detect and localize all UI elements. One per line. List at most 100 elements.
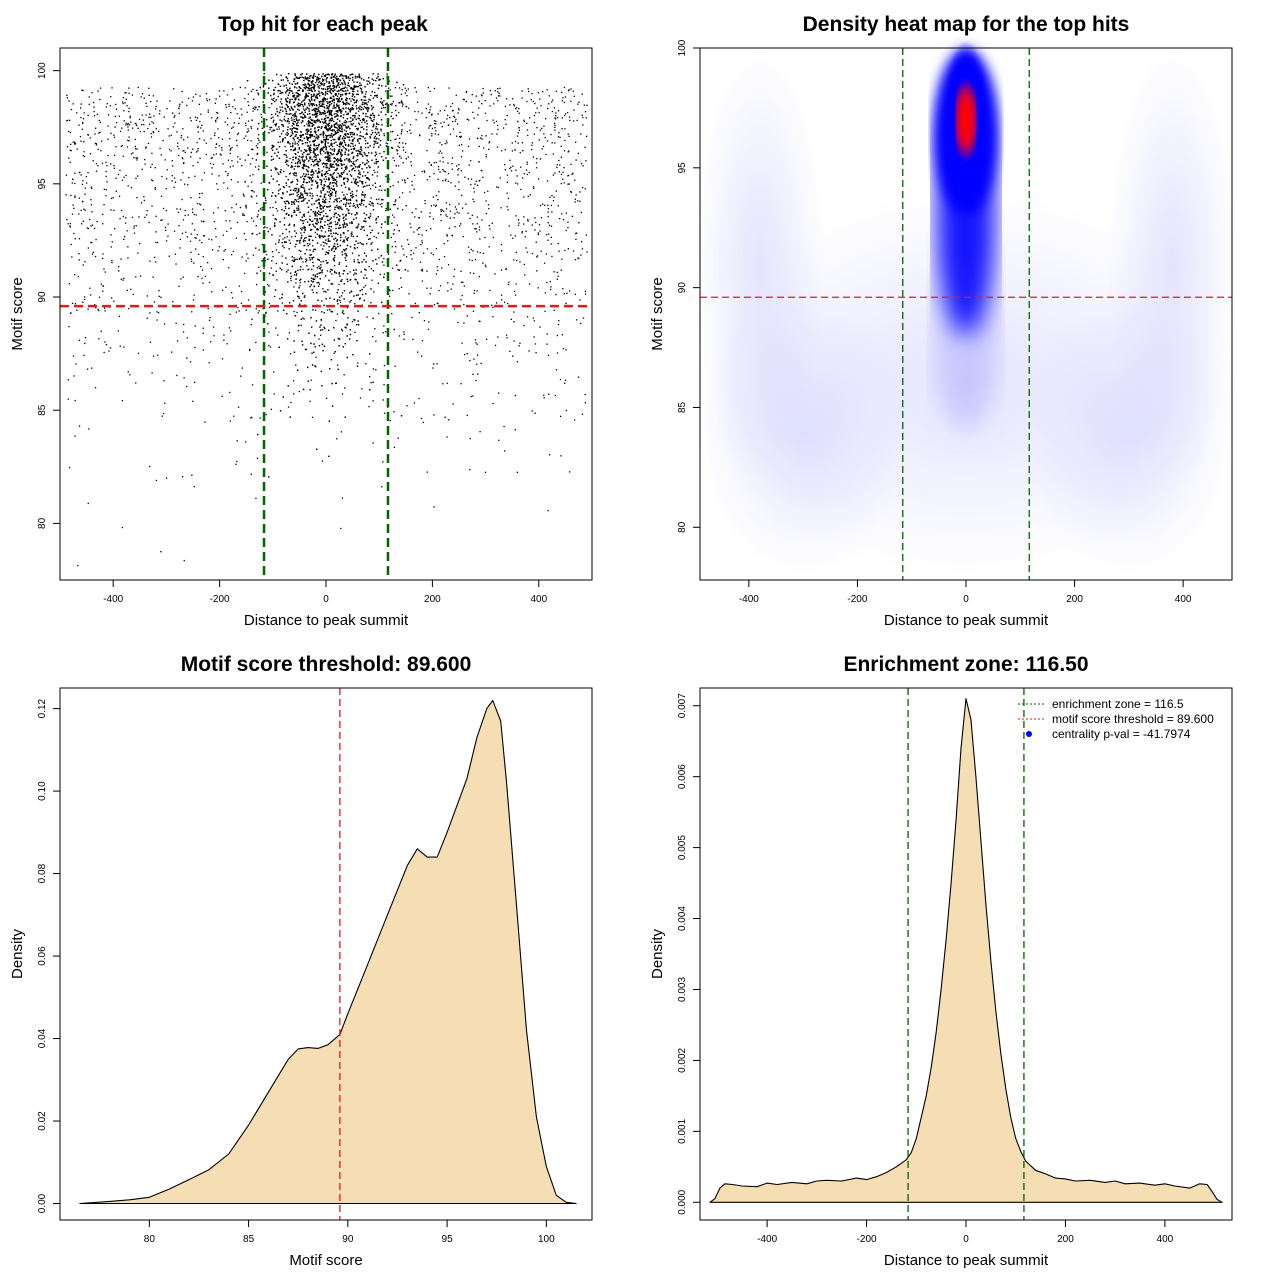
scatter-point <box>516 110 519 112</box>
scatter-point <box>139 130 141 133</box>
scatter-point <box>162 412 165 415</box>
scatter-point <box>584 393 586 396</box>
scatter-point <box>260 270 262 272</box>
scatter-point <box>74 195 76 197</box>
scatter-point <box>202 221 205 223</box>
scatter-point <box>279 141 281 143</box>
scatter-point <box>379 273 381 275</box>
scatter-point <box>354 272 356 274</box>
scatter-point <box>479 252 481 254</box>
scatter-point <box>429 216 431 218</box>
scatter-point <box>206 100 209 102</box>
scatter-point <box>376 171 379 173</box>
scatter-point <box>461 342 463 344</box>
scatter-point <box>243 232 245 235</box>
scatter-point <box>230 179 232 181</box>
scatter-point <box>435 161 437 164</box>
scatter-point <box>302 317 304 319</box>
scatter-point <box>145 102 147 104</box>
scatter-point <box>574 259 577 261</box>
scatter-point <box>232 126 234 128</box>
scatter-point <box>532 100 534 103</box>
scatter-point <box>121 127 123 129</box>
scatter-point <box>300 232 302 234</box>
scatter-point <box>298 109 300 111</box>
scatter-point <box>250 417 252 419</box>
scatter-point <box>102 223 104 225</box>
scatter-point <box>470 178 473 180</box>
scatter-point <box>382 399 384 401</box>
scatter-point <box>434 127 436 129</box>
scatter-point <box>229 152 231 155</box>
scatter-point <box>255 497 257 499</box>
scatter-point <box>293 120 295 122</box>
scatter-point <box>584 146 586 148</box>
scatter-point <box>240 290 243 293</box>
scatter-point <box>553 196 555 198</box>
scatter-point <box>371 129 373 132</box>
scatter-point <box>392 184 394 187</box>
scatter-point <box>225 286 227 288</box>
scatter-point <box>439 285 442 287</box>
scatter-point <box>516 259 518 262</box>
scatter-point <box>292 109 294 111</box>
scatter-point <box>73 207 75 209</box>
scatter-point <box>512 355 514 357</box>
scatter-point <box>163 116 165 118</box>
scatter-point <box>522 177 524 179</box>
scatter-point <box>136 197 138 199</box>
scatter-point <box>373 291 375 293</box>
scatter-point <box>87 171 89 174</box>
scatter-point <box>421 170 423 173</box>
scatter-point <box>484 264 487 266</box>
scatter-point <box>572 90 574 92</box>
scatter-point <box>464 353 466 356</box>
scatter-point <box>390 131 392 133</box>
scatter-point <box>207 262 209 264</box>
scatter-point <box>110 234 112 236</box>
scatter-point <box>177 211 180 213</box>
scatter-point <box>468 138 471 140</box>
scatter-point <box>394 365 396 367</box>
scatter-point <box>197 125 199 128</box>
scatter-point <box>344 236 347 238</box>
scatter-point <box>231 291 233 294</box>
scatter-point <box>285 133 287 135</box>
scatter-point <box>102 257 104 260</box>
scatter-point <box>315 356 317 358</box>
scatter-point <box>249 348 251 351</box>
scatter-point <box>298 390 300 393</box>
scatter-point <box>481 219 483 221</box>
scatter-point <box>442 383 444 385</box>
scatter-point <box>421 240 423 242</box>
scatter-point <box>250 126 252 128</box>
scatter-point <box>538 111 540 114</box>
scatter-point <box>533 121 535 124</box>
scatter-point <box>343 249 345 251</box>
scatter-point <box>226 230 228 232</box>
scatter-point <box>255 225 257 227</box>
scatter-point <box>324 231 327 233</box>
scatter-point <box>254 106 256 108</box>
scatter-point <box>555 293 557 296</box>
scatter-point <box>263 126 265 129</box>
scatter-point <box>171 160 173 162</box>
scatter-point <box>334 221 336 223</box>
scatter-point <box>113 300 115 302</box>
scatter-point <box>180 137 182 139</box>
scatter-point <box>377 131 379 133</box>
scatter-point <box>413 188 415 190</box>
scatter-point <box>530 99 532 101</box>
scatter-point <box>183 323 185 326</box>
scatter-point <box>102 285 105 287</box>
scatter-point <box>567 183 569 185</box>
scatter-point <box>151 163 153 166</box>
scatter-point <box>419 134 421 136</box>
scatter-point <box>309 400 311 402</box>
scatter-point <box>258 266 260 268</box>
scatter-point <box>146 105 148 108</box>
scatter-point <box>495 120 498 122</box>
scatter-point <box>465 203 467 205</box>
scatter-point <box>151 121 153 123</box>
scatter-point <box>408 107 410 109</box>
